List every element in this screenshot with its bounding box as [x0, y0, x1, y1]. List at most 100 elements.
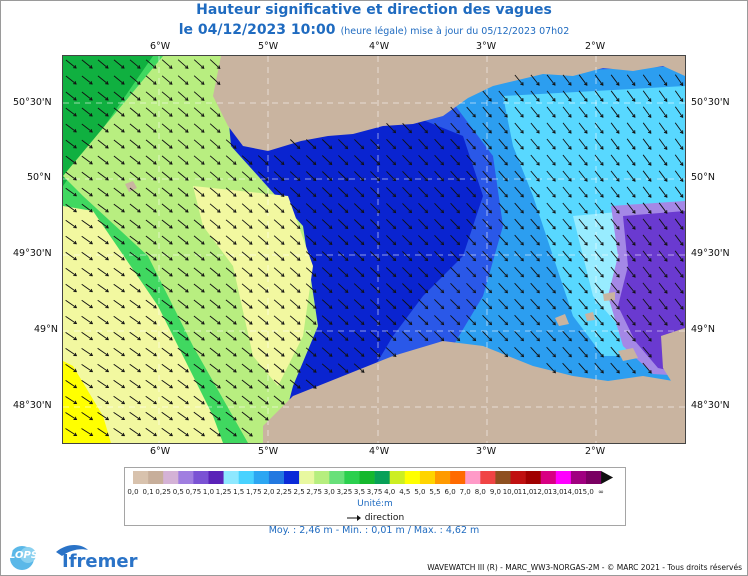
legend-swatch [254, 471, 269, 484]
legend-swatch [465, 471, 480, 484]
legend-direction: direction [125, 513, 625, 523]
legend-label: 8,0 [475, 488, 486, 496]
model-credit: WAVEWATCH III (R) - MARC_WW3-NORGAS-2M -… [427, 563, 742, 572]
legend-swatch [390, 471, 405, 484]
legend-label: 14,0 [563, 488, 579, 496]
lon-top-label: 5°W [258, 41, 278, 52]
lat-right-label: 50°N [691, 172, 715, 183]
legend-swatch [360, 471, 375, 484]
legend-label: 5,5 [429, 488, 440, 496]
legend-swatch [480, 471, 495, 484]
lon-top-label: 2°W [585, 41, 605, 52]
legend-swatch [209, 471, 224, 484]
legend-label: 5,0 [414, 488, 425, 496]
legend-label: 0,25 [155, 488, 171, 496]
ifremer-logo-text: Ifremer [62, 551, 137, 572]
legend-label: 2,5 [294, 488, 305, 496]
lat-left-label: 49°30'N [13, 248, 52, 259]
chart-subtitle: le 04/12/2023 10:00 (heure légale) mise … [0, 19, 748, 38]
legend-swatch [269, 471, 284, 484]
legend-label: 1,5 [233, 488, 244, 496]
legend-label: 3,5 [354, 488, 365, 496]
lops-logo[interactable]: LOPS [4, 544, 44, 572]
lat-right-label: 49°N [691, 324, 715, 335]
lon-bottom-label: 2°W [585, 446, 605, 457]
legend-label: 2,75 [306, 488, 322, 496]
ifremer-logo[interactable]: Ifremer [48, 540, 148, 574]
legend-swatch [571, 471, 586, 484]
legend-swatch [299, 471, 314, 484]
legend-label: 4,0 [384, 488, 395, 496]
legend-swatch [556, 471, 571, 484]
legend-label: 7,0 [460, 488, 471, 496]
lon-bottom-label: 5°W [258, 446, 278, 457]
lon-top-label: 6°W [150, 41, 170, 52]
legend-swatch [329, 471, 344, 484]
legend-label: 2,25 [276, 488, 292, 496]
legend-swatch [224, 471, 239, 484]
legend-swatch [420, 471, 435, 484]
legend-colorbar [133, 471, 613, 484]
forecast-date: le 04/12/2023 10:00 [179, 22, 336, 38]
legend-label: 0,0 [127, 488, 138, 496]
legend-swatch [239, 471, 254, 484]
legend-swatch [586, 471, 601, 484]
legend-label: 1,75 [246, 488, 262, 496]
legend-swatch [178, 471, 193, 484]
lat-right-label: 48°30'N [691, 400, 730, 411]
legend-label: 3,0 [324, 488, 335, 496]
lat-left-label: 50°30'N [13, 97, 52, 108]
lon-top-label: 3°W [476, 41, 496, 52]
legend-swatch [450, 471, 465, 484]
lat-right-label: 49°30'N [691, 248, 730, 259]
chart-title: Hauteur significative et direction des v… [0, 2, 748, 18]
legend-label: 3,25 [337, 488, 353, 496]
legend-label: 11,0 [518, 488, 534, 496]
legend-label: ∞ [598, 488, 604, 496]
lat-left-label: 48°30'N [13, 400, 52, 411]
wave-map[interactable] [62, 55, 686, 444]
legend-swatch [133, 471, 148, 484]
legend-swatch [511, 471, 526, 484]
legend-label: 6,0 [445, 488, 456, 496]
legend-label: 3,75 [367, 488, 383, 496]
legend-swatch [163, 471, 178, 484]
lat-left-label: 49°N [34, 324, 58, 335]
legend-swatch [435, 471, 450, 484]
legend-label: 10,0 [503, 488, 519, 496]
legend-label: 12,0 [533, 488, 549, 496]
lat-left-label: 50°N [27, 172, 51, 183]
legend-swatch [284, 471, 299, 484]
legend-swatch [495, 471, 510, 484]
color-legend: 0,0 0,1 0,25 0,5 0,75 1,0 1,25 1,5 1,75 2,0 2,25 2,… [124, 467, 626, 526]
legend-label: 13,0 [548, 488, 564, 496]
lat-right-label: 50°30'N [691, 97, 730, 108]
legend-label: 1,25 [216, 488, 232, 496]
legend-label: 2,0 [263, 488, 274, 496]
wave-statistics: Moy. : 2,46 m - Min. : 0,01 m / Max. : 4… [0, 525, 748, 536]
legend-unit: Unité:m [125, 499, 625, 509]
update-note: (heure légale) mise à jour du 05/12/2023… [341, 26, 570, 37]
lon-bottom-label: 4°W [369, 446, 389, 457]
legend-label: 15,0 [578, 488, 594, 496]
legend-arrow-tip [601, 471, 613, 484]
lon-bottom-label: 3°W [476, 446, 496, 457]
legend-label: 0,75 [186, 488, 202, 496]
legend-swatch [314, 471, 329, 484]
legend-swatch [405, 471, 420, 484]
direction-label: direction [365, 513, 404, 523]
lops-logo-text: LOPS [9, 550, 38, 561]
legend-label: 9,0 [490, 488, 501, 496]
lon-top-label: 4°W [369, 41, 389, 52]
lon-bottom-label: 6°W [150, 446, 170, 457]
legend-swatch [193, 471, 208, 484]
legend-swatch [344, 471, 359, 484]
legend-swatch [375, 471, 390, 484]
legend-label: 0,5 [173, 488, 184, 496]
legend-label: 0,1 [143, 488, 154, 496]
legend-swatch [541, 471, 556, 484]
legend-label: 1,0 [203, 488, 214, 496]
legend-swatch [148, 471, 163, 484]
legend-swatch [526, 471, 541, 484]
legend-label: 4,5 [399, 488, 410, 496]
